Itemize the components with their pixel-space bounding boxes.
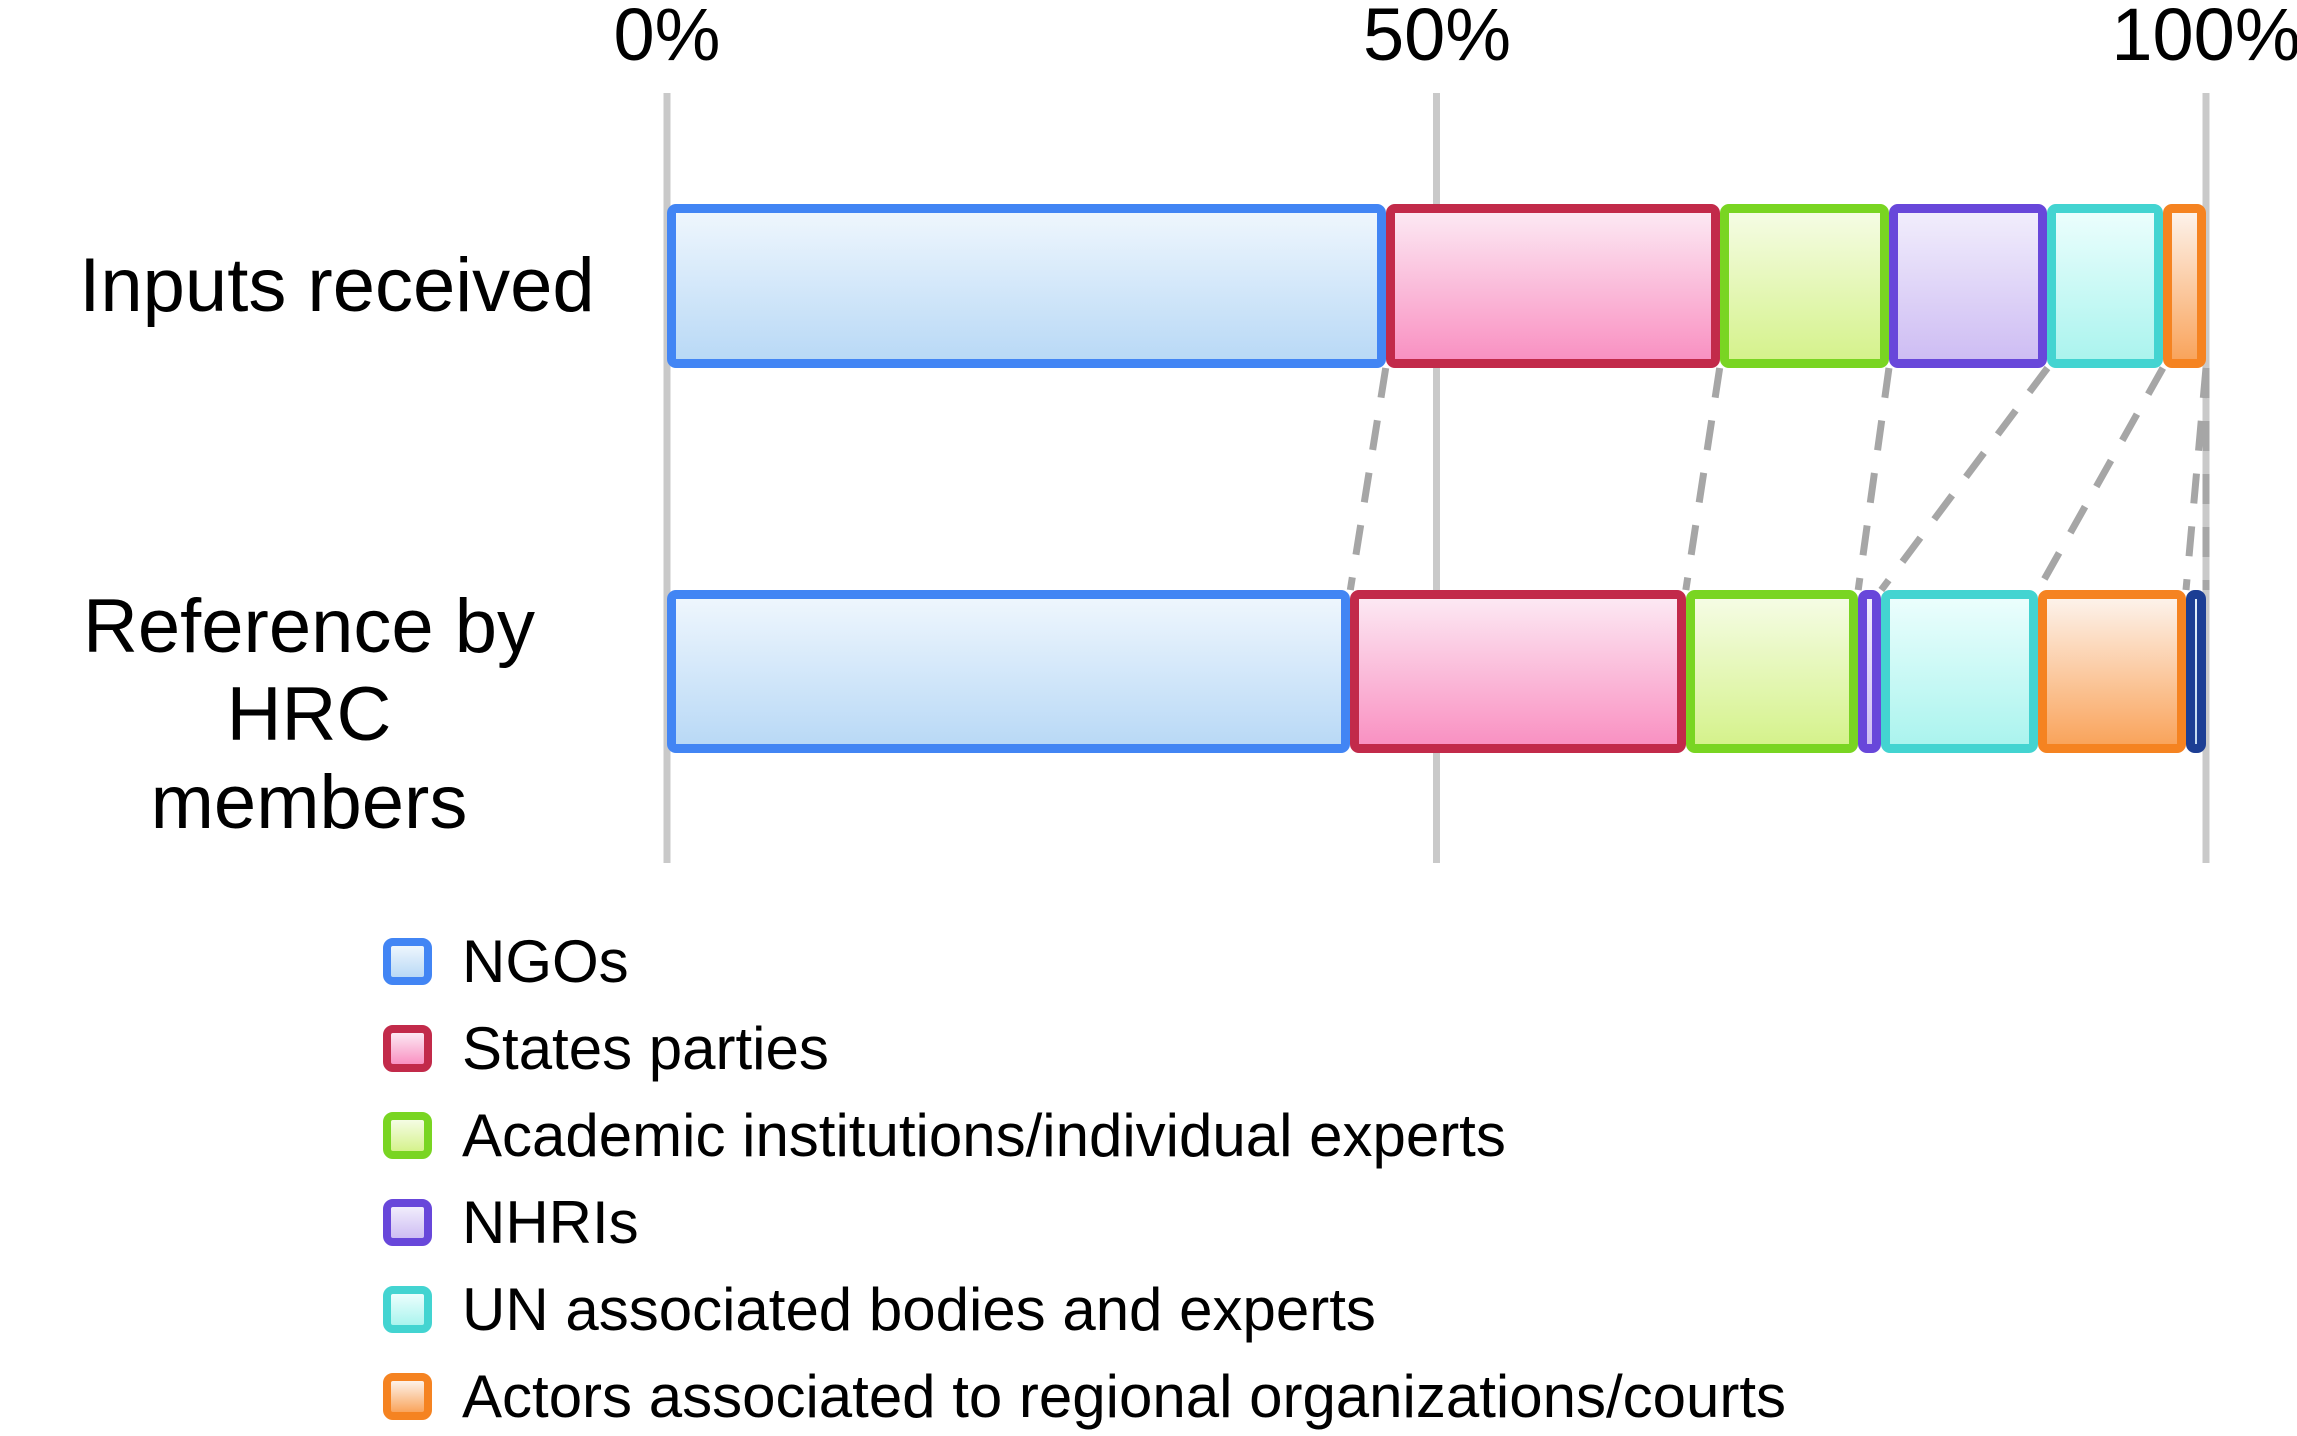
legend-label-nhris: NHRIs [462, 1188, 639, 1256]
row-label-line: members [150, 760, 468, 845]
legend-label-actors-associated-to-regional-organizations-courts: Actors associated to regional organizati… [462, 1362, 1787, 1430]
legend-label-ngos: NGOs [462, 927, 629, 995]
connector-dashed-nhris [1878, 365, 2051, 593]
legend-item-ngos: NGOs [383, 918, 1786, 1005]
row-label-reference-by-hrc-members: Reference by HRC members [0, 583, 618, 847]
axis-tick-label-50: 50% [1362, 0, 1512, 76]
connector-dashed-states-parties [1682, 367, 1724, 591]
bar-reference-by-hrc-members-segment-ngos [667, 590, 1351, 753]
bar-inputs-received-segment-states-parties [1385, 204, 1720, 368]
legend-swatch-states-parties [383, 1025, 432, 1072]
legend-swatch-actors-associated-to-regional-organizations-courts [383, 1373, 432, 1420]
bar-reference-by-hrc-members-segment-actors-associated-to-regional-organizations-courts [2038, 590, 2186, 753]
bar-inputs-received-segment-nhris [1888, 204, 2048, 368]
legend-item-academic-institutions-individual-experts: Academic institutions/individual experts [383, 1092, 1786, 1179]
legend-label-states-parties: States parties [462, 1014, 829, 1082]
legend-item-nhris: NHRIs [383, 1179, 1786, 1266]
legend-item-actors-associated-to-regional-organizations-courts: Actors associated to regional organizati… [383, 1353, 1786, 1436]
connector-dashed-actors-associated-to-regional-organizations-courts [2182, 367, 2210, 591]
bar-reference-by-hrc-members-segment-un-associated-bodies-and-experts [1881, 590, 2039, 753]
bar-reference-by-hrc-members-segment-nhris [1858, 590, 1882, 753]
legend-item-un-associated-bodies-and-experts: UN associated bodies and experts [383, 1266, 1786, 1353]
row-label-line: Inputs received [79, 243, 595, 328]
axis-tick-label-0: 0% [613, 0, 721, 76]
connector-dashed-ngos [1346, 367, 1390, 591]
bar-inputs-received-segment-actors-associated-to-regional-organizations-courts [2162, 204, 2206, 368]
bar-inputs-received-segment-un-associated-bodies-and-experts [2047, 204, 2163, 368]
axis-tick-label-100: 100% [2111, 0, 2297, 76]
legend-label-un-associated-bodies-and-experts: UN associated bodies and experts [462, 1275, 1376, 1343]
legend-swatch-un-associated-bodies-and-experts [383, 1286, 432, 1333]
row-label-inputs-received: Inputs received [17, 242, 657, 330]
legend-label-academic-institutions-individual-experts: Academic institutions/individual experts [462, 1101, 1506, 1169]
bar-inputs-received-segment-academic-institutions-individual-experts [1719, 204, 1889, 368]
legend-swatch-nhris [383, 1199, 432, 1246]
legend: NGOs States parties Academic institutions/… [383, 918, 1786, 1436]
bar-reference-by-hrc-members-segment-unlabelled-dark-blue-segment [2185, 590, 2206, 753]
legend-swatch-ngos [383, 938, 432, 985]
bar-reference-by-hrc-members-segment-states-parties [1350, 590, 1686, 753]
legend-item-states-parties: States parties [383, 1005, 1786, 1092]
bar-inputs-received-segment-ngos [667, 204, 1386, 368]
connector-dashed-academic-institutions-individual-experts [1854, 367, 1893, 591]
row-label-line: Reference by HRC [82, 584, 536, 757]
connector-dashed-un-associated-bodies-and-experts [2035, 366, 2166, 592]
bar-reference-by-hrc-members-segment-academic-institutions-individual-experts [1685, 590, 1859, 753]
legend-swatch-academic-institutions-individual-experts [383, 1112, 432, 1159]
